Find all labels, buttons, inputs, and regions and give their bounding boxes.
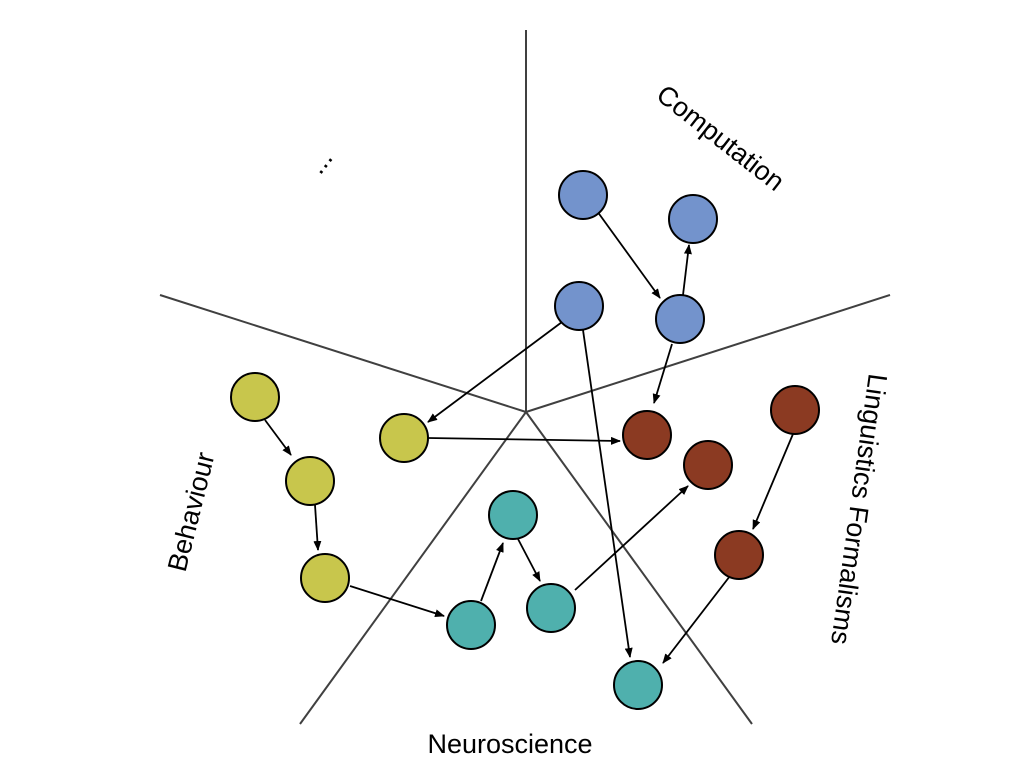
linguistics-node [622,410,672,460]
neuroscience-node [613,660,663,710]
arrow-comp4-beh2 [427,321,563,423]
arrow-ling3-ling4 [752,433,794,530]
computation-node [655,294,705,344]
computation-node [668,194,718,244]
behaviour-node [300,553,350,603]
neuroscience-node [446,600,496,650]
divider-lower-right [525,411,753,725]
arrow-beh4-neuro3 [349,585,445,618]
neuroscience-nodes [446,490,663,710]
sector-dividers [159,30,891,725]
label-other-disciplines: ... [301,143,339,179]
arrow-comp3-ling1 [652,343,673,404]
label-neuroscience: Neuroscience [427,729,592,759]
arrow-ling4-neuro4 [662,575,731,664]
linguistics-node [714,530,764,580]
arrows [264,210,794,664]
arrow-beh1-beh3 [264,419,292,456]
computation-node [554,281,604,331]
computation-nodes [554,170,718,344]
behaviour-node [230,372,280,422]
arrow-beh2-ling1 [427,436,621,445]
arrow-comp1-comp3 [596,210,661,299]
behaviour-node [379,413,429,463]
label-behaviour: Behaviour [162,449,221,574]
divider-lower-left [299,411,527,725]
linguistics-nodes [622,385,820,580]
arrow-comp4-neuro4 [582,329,633,658]
arrow-neuro3-neuro1 [480,542,504,602]
behaviour-nodes [230,372,429,603]
neuroscience-node [526,583,576,633]
computation-node [558,170,608,220]
arrow-neuro2-ling2 [574,485,689,591]
linguistics-node [770,385,820,435]
divider-upper-right [525,294,891,413]
behaviour-node [285,456,335,506]
arrow-neuro1-neuro2 [517,538,541,582]
linguistics-node [683,440,733,490]
neuroscience-node [488,490,538,540]
arrow-beh3-beh4 [313,504,322,551]
label-computation: Computation [651,79,790,197]
label-linguistics: Linguistics Formalisms [825,372,893,647]
divider-upper-left [159,294,527,413]
arrow-comp3-comp2 [682,244,692,296]
